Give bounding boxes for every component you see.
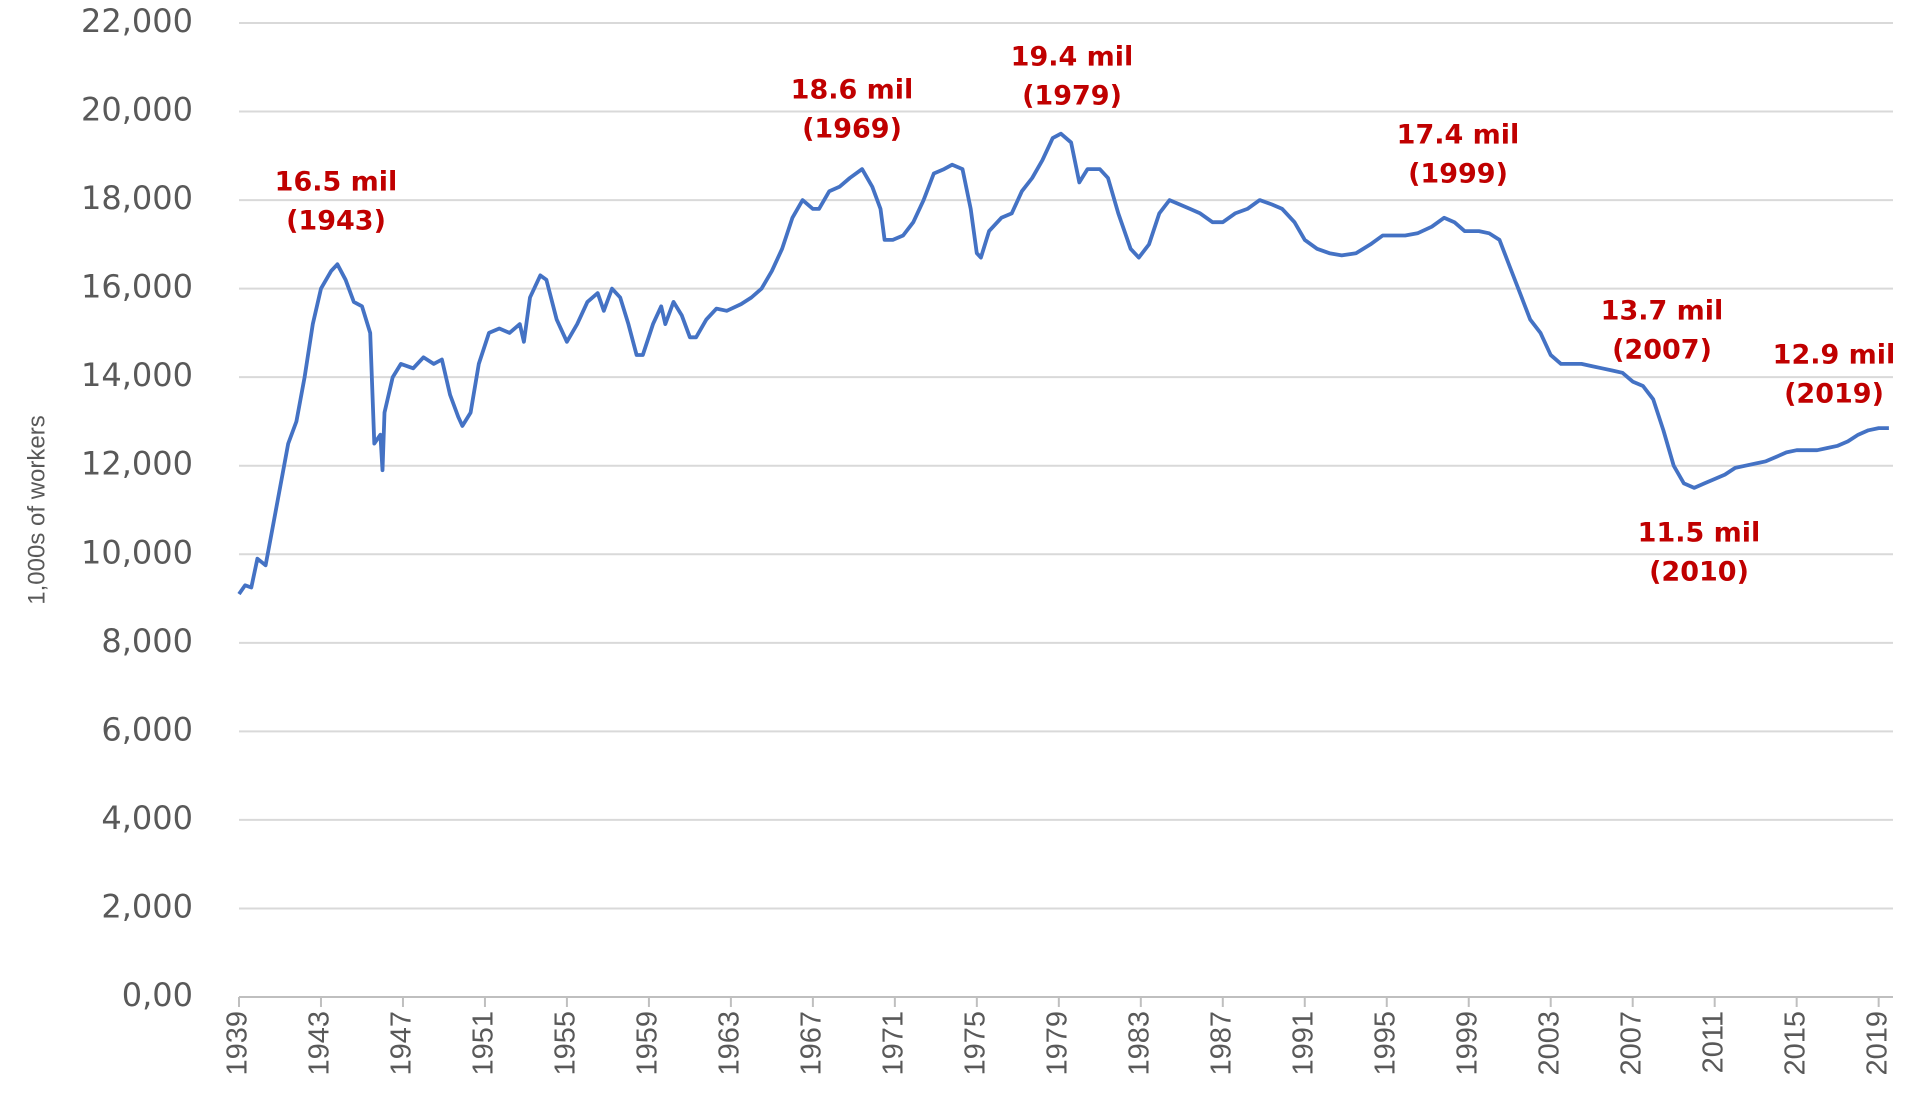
y-tick-label: 10,000: [81, 533, 193, 571]
x-tick-label: 1959: [632, 1011, 664, 1076]
x-tick-label: 1943: [304, 1011, 336, 1076]
line-series: [237, 131, 1889, 596]
y-tick-label: 14,000: [81, 356, 193, 394]
x-tick-label: 1955: [550, 1011, 582, 1076]
x-tick-label: 1991: [1287, 1011, 1319, 1076]
annotation: (2019): [1784, 379, 1884, 410]
annotation: 13.7 mil: [1601, 296, 1724, 327]
x-tick-label: 1983: [1123, 1011, 1155, 1076]
y-tick-label: 2,000: [101, 887, 193, 925]
y-axis-label: 1,000s of workers: [23, 415, 50, 604]
x-tick-label: 2015: [1779, 1011, 1811, 1076]
x-tick-label: 1951: [468, 1011, 500, 1076]
x-tick-label: 1975: [960, 1011, 992, 1076]
annotation: 11.5 mil: [1638, 518, 1761, 549]
x-tick-label: 1963: [714, 1011, 746, 1076]
y-tick-label: 4,000: [101, 799, 193, 837]
annotation: 12.9 mil: [1773, 340, 1896, 371]
annotation: 18.6 mil: [791, 75, 914, 106]
x-tick-label: 2007: [1615, 1011, 1647, 1076]
annotation: (1943): [286, 206, 386, 237]
x-tick-label: 1939: [222, 1011, 254, 1076]
y-tick-label: 20,000: [81, 91, 193, 129]
y-tick-label: 6,000: [101, 710, 193, 748]
x-tick-label: 2003: [1533, 1011, 1565, 1076]
y-tick-label: 8,000: [101, 622, 193, 660]
annotation: 19.4 mil: [1011, 42, 1134, 73]
x-tick-label: 1995: [1369, 1011, 1401, 1076]
annotation: (2010): [1649, 557, 1749, 588]
x-tick-label: 2011: [1697, 1011, 1729, 1073]
x-tick-label: 1999: [1451, 1011, 1483, 1076]
annotation: (2007): [1612, 335, 1712, 366]
x-tick-label: 2019: [1861, 1011, 1893, 1076]
y-tick-label: 22,000: [81, 2, 193, 40]
x-tick-label: 1979: [1041, 1011, 1073, 1076]
x-tick-label: 1987: [1205, 1011, 1237, 1076]
annotation: 17.4 mil: [1397, 120, 1520, 151]
y-tick-label: 16,000: [81, 268, 193, 306]
annotation: (1969): [802, 114, 902, 145]
x-tick-label: 1967: [796, 1011, 828, 1076]
y-tick-label: 0,00: [122, 976, 193, 1014]
x-tick-label: 1947: [386, 1011, 418, 1076]
x-tick-label: 1971: [878, 1011, 910, 1076]
annotation: (1999): [1408, 159, 1508, 190]
annotation: 16.5 mil: [275, 167, 398, 198]
y-tick-label: 12,000: [81, 445, 193, 483]
annotation: (1979): [1022, 81, 1122, 112]
y-tick-label: 18,000: [81, 179, 193, 217]
